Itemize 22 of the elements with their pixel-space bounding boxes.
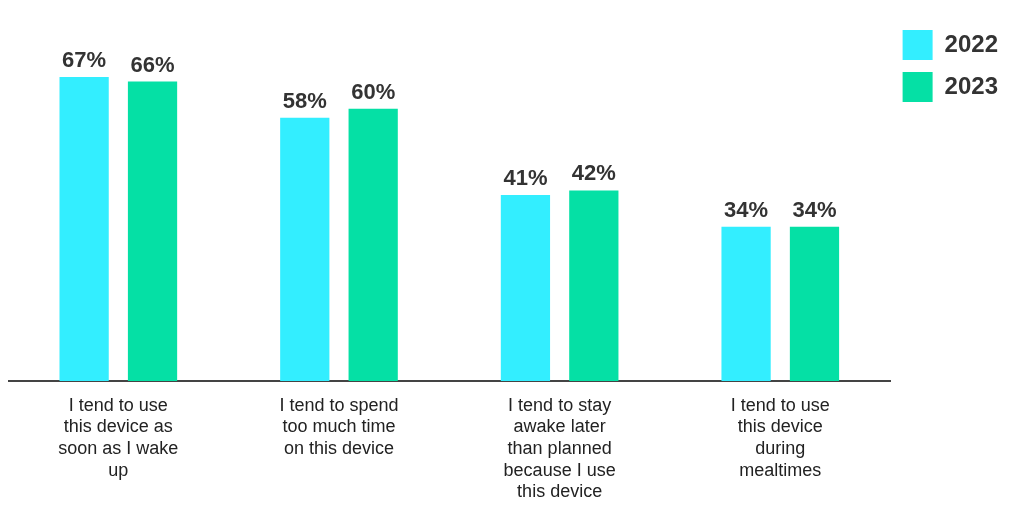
data-label: 41% [503, 165, 548, 191]
data-label: 42% [571, 160, 616, 186]
data-label: 60% [351, 78, 396, 104]
x-tick-label: I tend to spend too much time on this device [279, 394, 399, 458]
bar [569, 190, 619, 381]
data-label: 67% [62, 47, 107, 73]
x-tick-label: I tend to stay awake later than planned because I use this device [503, 394, 616, 502]
bar [721, 226, 771, 381]
data-label: 58% [282, 87, 327, 113]
x-tick-label: I tend to use this device during mealtimes [730, 394, 830, 480]
bar [348, 108, 398, 381]
bar [280, 117, 330, 381]
x-tick-label: I tend to use this device as soon as I wake up [58, 394, 179, 480]
bar [500, 194, 551, 381]
data-label: 34% [792, 196, 837, 222]
data-label: 34% [724, 196, 769, 222]
legend-label: 2022 [944, 29, 998, 57]
data-label: 66% [130, 51, 175, 77]
legend-label: 2023 [944, 71, 998, 99]
bar [59, 76, 109, 381]
bar [127, 81, 178, 381]
bar [789, 226, 840, 381]
